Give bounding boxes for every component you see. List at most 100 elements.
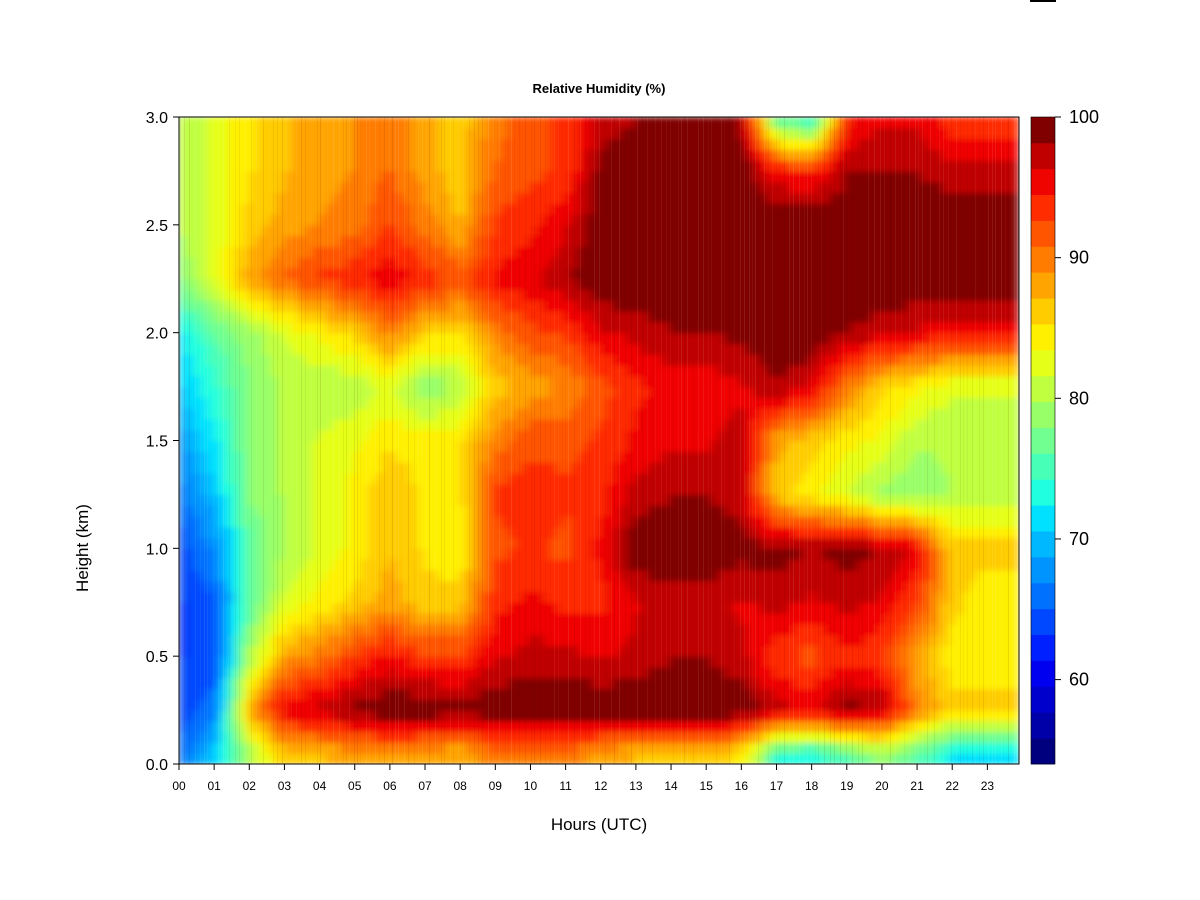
heatmap-cell [522, 181, 530, 194]
heatmap-cell [305, 440, 313, 452]
heatmap-cell [578, 494, 586, 506]
heatmap-cell [571, 192, 579, 204]
heatmap-cell [641, 311, 649, 323]
heatmap-cell [578, 257, 586, 269]
heatmap-cell [634, 623, 642, 636]
heatmap-cell [732, 278, 740, 291]
heatmap-cell [291, 472, 299, 485]
heatmap-cell [557, 710, 565, 722]
heatmap-cell [333, 462, 341, 474]
heatmap-cell [662, 138, 670, 150]
heatmap-cell [564, 710, 572, 722]
heatmap-cell [410, 386, 418, 398]
heatmap-cell [347, 569, 355, 582]
heatmap-cell [179, 311, 187, 323]
heatmap-cell [263, 300, 271, 312]
heatmap-cell [417, 483, 425, 496]
heatmap-cell [648, 505, 656, 517]
heatmap-cell [585, 591, 593, 603]
heatmap-cell [522, 365, 530, 377]
heatmap-cell [648, 278, 656, 291]
heatmap-cell [746, 289, 754, 301]
heatmap-cell [683, 170, 691, 183]
heatmap-cell [473, 138, 481, 150]
heatmap-cell [193, 634, 201, 646]
heatmap-cell [690, 397, 698, 409]
heatmap-cell [739, 699, 747, 711]
heatmap-cell [578, 138, 586, 150]
heatmap-cell [634, 332, 642, 345]
heatmap-cell [214, 472, 222, 485]
heatmap-cell [613, 440, 621, 452]
heatmap-cell [662, 537, 670, 549]
heatmap-cell [606, 343, 614, 355]
heatmap-cell [564, 462, 572, 474]
heatmap-cell [697, 580, 705, 593]
heatmap-cell [291, 192, 299, 204]
heatmap-cell [522, 170, 530, 183]
heatmap-cell [459, 688, 467, 700]
heatmap-cell [732, 515, 740, 528]
heatmap-cell [669, 235, 677, 247]
heatmap-cell [424, 602, 432, 614]
heatmap-cell [571, 623, 579, 636]
heatmap-cell [473, 235, 481, 247]
heatmap-cell [641, 397, 649, 409]
heatmap-cell [620, 613, 628, 625]
heatmap-cell [620, 354, 628, 366]
heatmap-cell [326, 127, 334, 140]
heatmap-cell [508, 203, 516, 215]
heatmap-cell [739, 613, 747, 625]
heatmap-cell [725, 246, 733, 258]
heatmap-cell [487, 731, 495, 744]
heatmap-cell [543, 321, 551, 334]
heatmap-cell [368, 246, 376, 258]
heatmap-cell [739, 505, 747, 517]
heatmap-cell [354, 386, 362, 398]
heatmap-cell [732, 569, 740, 582]
heatmap-cell [417, 602, 425, 614]
heatmap-cell [186, 602, 194, 614]
heatmap-cell [347, 688, 355, 700]
heatmap-cell [683, 451, 691, 463]
heatmap-cell [235, 720, 243, 733]
heatmap-cell [529, 569, 537, 582]
heatmap-cell [501, 138, 509, 150]
heatmap-cell [340, 731, 348, 744]
heatmap-cell [725, 418, 733, 431]
heatmap-cell [704, 289, 712, 301]
heatmap-cell [382, 203, 390, 215]
heatmap-cell [725, 214, 733, 226]
heatmap-cell [382, 365, 390, 377]
heatmap-cell [487, 645, 495, 657]
heatmap-cell [571, 267, 579, 280]
heatmap-cell [501, 386, 509, 398]
heatmap-cell [634, 548, 642, 560]
heatmap-cell [221, 591, 229, 603]
heatmap-cell [606, 127, 614, 140]
heatmap-cell [249, 181, 257, 194]
heatmap-cell [312, 386, 320, 398]
heatmap-cell [641, 537, 649, 549]
heatmap-cell [711, 149, 719, 161]
heatmap-cell [578, 321, 586, 334]
heatmap-cell [270, 548, 278, 560]
heatmap-cell [242, 332, 250, 345]
heatmap-cell [242, 300, 250, 312]
heatmap-cell [298, 710, 306, 722]
heatmap-cell [571, 160, 579, 172]
heatmap-cell [760, 753, 768, 764]
heatmap-cell [662, 311, 670, 323]
heatmap-cell [270, 365, 278, 377]
heatmap-cell [634, 117, 642, 129]
heatmap-cell [284, 515, 292, 528]
heatmap-cell [445, 731, 453, 744]
heatmap-cell [578, 710, 586, 722]
heatmap-cell [669, 742, 677, 754]
heatmap-cell [361, 494, 369, 506]
heatmap-cell [753, 666, 761, 679]
heatmap-cell [634, 321, 642, 334]
heatmap-cell [256, 483, 264, 496]
heatmap-cell [683, 613, 691, 625]
heatmap-cell [683, 472, 691, 485]
